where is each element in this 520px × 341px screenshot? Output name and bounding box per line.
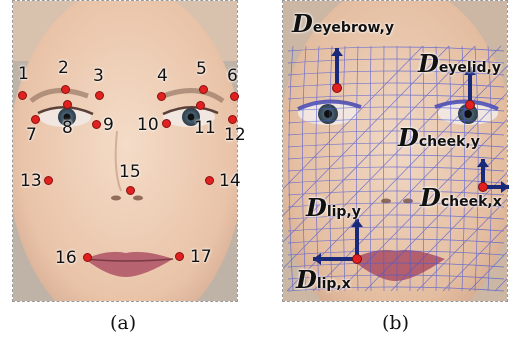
- landmark-label-13: 13: [20, 171, 42, 191]
- landmark-label-10: 10: [137, 115, 159, 135]
- landmark-label-9: 9: [103, 115, 114, 135]
- landmark-label-3: 3: [93, 66, 104, 86]
- landmark-point-4: [157, 92, 166, 101]
- landmark-point-14: [205, 176, 214, 185]
- face-illustration-b: [283, 1, 507, 301]
- landmark-point-9: [92, 120, 101, 129]
- landmark-point-17: [175, 252, 184, 261]
- label-lip-y: Dlip,y: [306, 193, 361, 222]
- label-cheek-y: Dcheek,y: [398, 123, 480, 152]
- landmark-point-16: [83, 253, 92, 262]
- label-lip-x: Dlip,x: [296, 265, 351, 294]
- landmark-point-13: [44, 176, 53, 185]
- landmark-label-12: 12: [224, 125, 246, 145]
- landmark-point-8: [63, 100, 72, 109]
- landmark-label-17: 17: [190, 247, 212, 267]
- landmark-point-10: [162, 119, 171, 128]
- label-cheek-x: Dcheek,x: [420, 183, 502, 212]
- landmark-label-14: 14: [219, 171, 241, 191]
- landmark-point-6: [230, 92, 239, 101]
- face-illustration-a: [13, 1, 237, 301]
- face-photo-landmarks: [12, 0, 238, 302]
- landmark-point-3: [95, 91, 104, 100]
- landmark-point-12: [228, 115, 237, 124]
- landmark-point-5: [199, 85, 208, 94]
- caption-b: (b): [382, 312, 409, 334]
- landmark-point-11: [196, 101, 205, 110]
- landmark-label-6: 6: [227, 66, 238, 86]
- landmark-label-8: 8: [62, 118, 73, 138]
- landmark-label-11: 11: [194, 118, 216, 138]
- landmark-label-15: 15: [119, 162, 141, 182]
- landmark-label-1: 1: [18, 64, 29, 84]
- landmark-point-1: [18, 91, 27, 100]
- landmark-point-15: [126, 186, 135, 195]
- caption-a: (a): [110, 312, 137, 334]
- landmark-label-16: 16: [55, 248, 77, 268]
- landmark-label-7: 7: [26, 125, 37, 145]
- landmark-label-5: 5: [196, 59, 207, 79]
- label-eyelid-y: Deyelid,y: [418, 49, 501, 78]
- landmark-point-2: [61, 85, 70, 94]
- landmark-label-2: 2: [58, 58, 69, 78]
- landmark-label-4: 4: [157, 66, 168, 86]
- landmark-point-7: [31, 115, 40, 124]
- face-photo-mesh: [282, 0, 508, 302]
- label-eyebrow-y: Deyebrow,y: [292, 9, 394, 38]
